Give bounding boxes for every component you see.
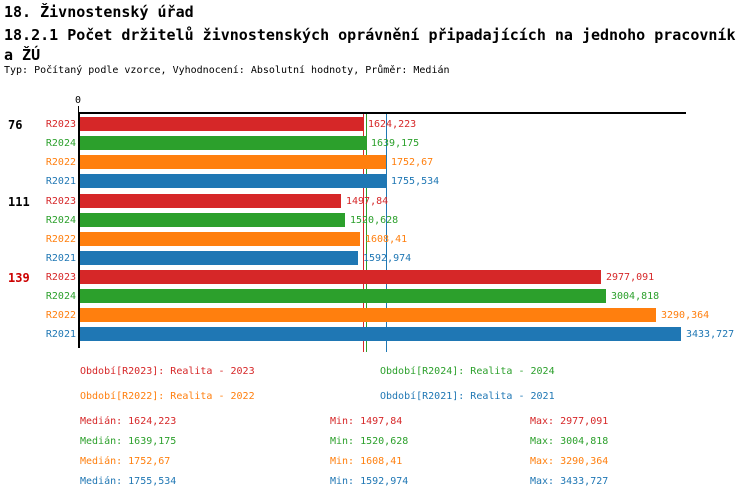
group-label: 139	[8, 271, 30, 285]
bar	[80, 155, 386, 169]
bar	[80, 308, 656, 322]
row-label-r2023: R2023	[45, 196, 76, 207]
bar	[80, 194, 341, 208]
bar	[80, 327, 681, 341]
median-line-r2023	[363, 114, 364, 352]
legend-item-r2022: Období[R2022]: Realita - 2022	[80, 391, 255, 402]
y-axis-line	[78, 112, 80, 348]
bar	[80, 232, 360, 246]
x-axis-zero-tick	[78, 106, 79, 112]
row-label-r2023: R2023	[45, 272, 76, 283]
median-line-r2024	[366, 114, 367, 352]
bar	[80, 270, 601, 284]
legend-item-r2023: Období[R2023]: Realita - 2023	[80, 366, 255, 377]
median-line-r2021	[386, 114, 387, 352]
stat-max-r2023: Max: 2977,091	[530, 416, 609, 427]
stat-min-r2024: Min: 1520,628	[330, 436, 409, 447]
chart-title-line1: 18.2.1 Počet držitelů živnostenských opr…	[4, 26, 736, 44]
row-label-r2021: R2021	[45, 329, 76, 340]
stat-min-r2022: Min: 1608,41	[330, 456, 403, 467]
stat-median-r2022: Medián: 1752,67	[80, 456, 171, 467]
group-label: 76	[8, 118, 23, 132]
bar-value-label: 1624,223	[368, 119, 417, 130]
stat-min-r2021: Min: 1592,974	[330, 476, 409, 487]
bar-value-label: 1639,175	[371, 138, 420, 149]
legend-item-r2024: Období[R2024]: Realita - 2024	[380, 366, 555, 377]
bar-value-label: 2977,091	[606, 272, 655, 283]
bar-value-label: 1520,628	[350, 215, 399, 226]
bar	[80, 136, 366, 150]
report-section-title: 18. Živnostenský úřad	[4, 3, 194, 21]
row-label-r2024: R2024	[45, 138, 76, 149]
legend-item-r2021: Období[R2021]: Realita - 2021	[380, 391, 555, 402]
row-label-r2024: R2024	[45, 215, 76, 226]
stat-max-r2022: Max: 3290,364	[530, 456, 609, 467]
chart-title-line2: a ŽÚ	[4, 46, 41, 64]
bar-value-label: 3004,818	[611, 291, 660, 302]
chart-canvas: 0 76 R2023 1624,223 R2024 1639,175 R2022 1752,…	[8, 95, 735, 352]
stat-max-r2024: Max: 3004,818	[530, 436, 609, 447]
stat-median-r2021: Medián: 1755,534	[80, 476, 177, 487]
bar	[80, 289, 606, 303]
group-label: 111	[8, 195, 30, 209]
row-label-r2022: R2022	[45, 310, 76, 321]
row-label-r2023: R2023	[45, 119, 76, 130]
x-axis-zero-label: 0	[75, 95, 82, 106]
bar	[80, 174, 386, 188]
chart-meta: Typ: Počítaný podle vzorce, Vyhodnocení:…	[4, 65, 450, 76]
bar-value-label: 1752,67	[391, 157, 434, 168]
row-label-r2024: R2024	[45, 291, 76, 302]
row-label-r2022: R2022	[45, 234, 76, 245]
bar-value-label: 3290,364	[661, 310, 710, 321]
row-label-r2022: R2022	[45, 157, 76, 168]
bar	[80, 213, 345, 227]
stat-median-r2023: Medián: 1624,223	[80, 416, 177, 427]
stat-max-r2021: Max: 3433,727	[530, 476, 609, 487]
stat-min-r2023: Min: 1497,84	[330, 416, 403, 427]
bar-value-label: 1755,534	[391, 176, 440, 187]
bar	[80, 117, 363, 131]
bar-value-label: 1608,41	[365, 234, 408, 245]
x-axis-line	[78, 112, 686, 114]
row-label-r2021: R2021	[45, 253, 76, 264]
bar-value-label: 3433,727	[686, 329, 735, 340]
bar	[80, 251, 358, 265]
stat-median-r2024: Medián: 1639,175	[80, 436, 177, 447]
row-label-r2021: R2021	[45, 176, 76, 187]
bar-value-label: 1592,974	[363, 253, 412, 264]
bar-value-label: 1497,84	[346, 196, 389, 207]
